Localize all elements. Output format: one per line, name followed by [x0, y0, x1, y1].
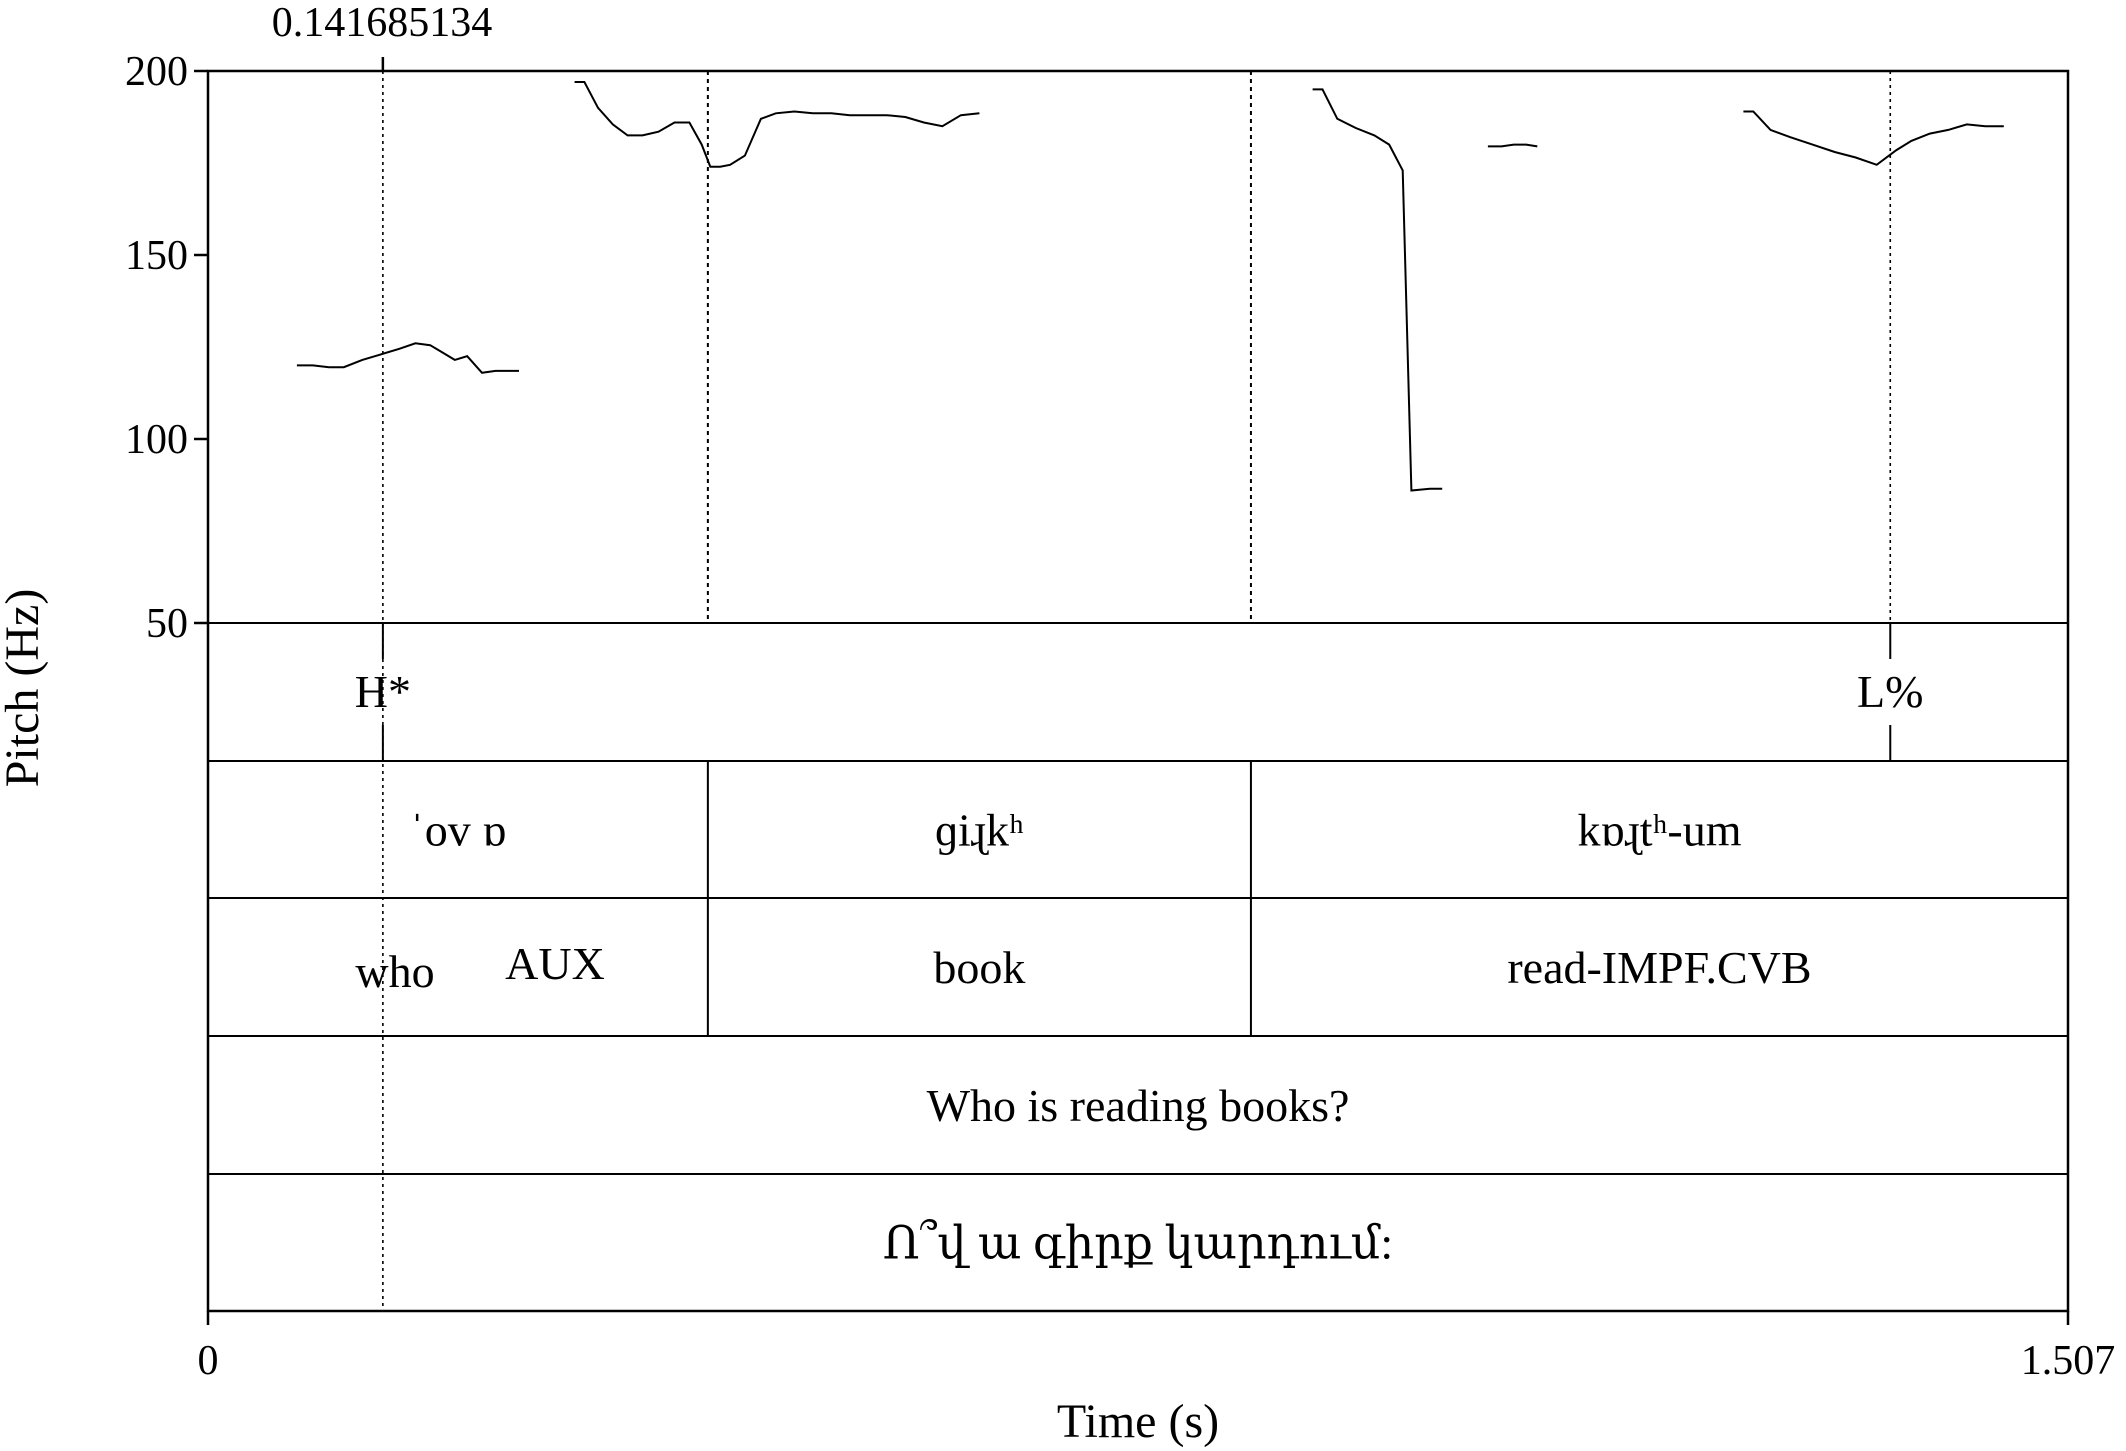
tier-label-gloss: who [355, 946, 434, 997]
pitch-segment [1487, 143, 1538, 148]
tier-label-transcription: ˈov ɒ [409, 805, 506, 856]
x-tick-label-start: 0 [198, 1338, 219, 1384]
y-axis-title: Pitch (Hz) [0, 589, 49, 788]
pitch-segment [1743, 110, 2004, 166]
plot-frame [206, 69, 2070, 1313]
tone-mark-label: L% [1857, 666, 1923, 717]
y-tick-label: 50 [146, 601, 188, 647]
tier-label-armenian: Ո՞վ ա գիրք կարդում: [883, 1218, 1393, 1269]
pitch-contour [296, 81, 2004, 492]
tier-label-transcription: kɒɻtʰ-um [1577, 805, 1741, 856]
y-tick-label: 200 [125, 49, 188, 95]
tier-label-translation: Who is reading books? [927, 1080, 1350, 1131]
tier-label-gloss: book [933, 942, 1025, 993]
tier-label-gloss: read-IMPF.CVB [1507, 942, 1811, 993]
y-tick-label: 100 [125, 417, 188, 463]
pitch-segment [574, 81, 980, 168]
x-tick-label-end: 1.507 [2021, 1338, 2116, 1384]
pitch-segment [296, 342, 519, 374]
x-axis-title: Time (s) [1057, 1395, 1219, 1448]
y-tick-label: 150 [125, 233, 188, 279]
cursor-time-label: 0.141685134 [272, 0, 493, 46]
plot-border [206, 69, 2070, 1313]
pitch-segment [1312, 88, 1443, 492]
tier-label-transcription: ɡiɻkʰ [935, 805, 1024, 856]
tier-label-gloss: AUX [505, 938, 605, 989]
